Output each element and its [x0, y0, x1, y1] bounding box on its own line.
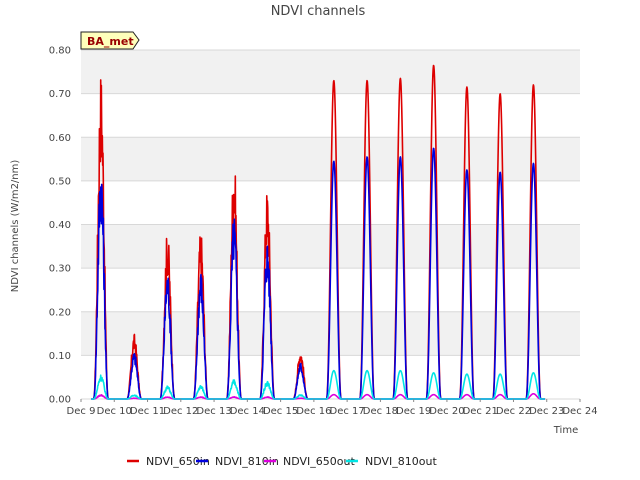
- series-line-ndvi_810out: [90, 369, 546, 400]
- legend-label: NDVI_650out: [283, 455, 355, 468]
- y-tick-label: 0.30: [49, 264, 71, 275]
- y-tick-label: 0.00: [49, 395, 71, 406]
- y-tick-label: 0.70: [49, 89, 71, 100]
- legend-label: NDVI_650in: [146, 455, 210, 468]
- legend-item: NDVI_810out: [346, 455, 437, 468]
- y-tick-label: 0.80: [49, 46, 71, 57]
- legend-item: NDVI_650out: [264, 455, 355, 468]
- x-tick-label: Dec 22: [496, 406, 531, 417]
- legend-label: NDVI_810in: [215, 455, 279, 468]
- x-tick-label: Dec 16: [296, 406, 331, 417]
- x-tick-label: Dec 15: [263, 406, 298, 417]
- x-tick-label: Dec 24: [562, 406, 597, 417]
- legend-item: NDVI_650in: [127, 455, 210, 468]
- legend-label: NDVI_810out: [365, 455, 437, 468]
- axes: 0.00 0.10 0.20 0.30 0.40 0.50 0.60 0.70 0.80 Dec …: [49, 46, 598, 418]
- x-tick-label: Dec 20: [429, 406, 464, 417]
- x-tick-label: Dec 10: [97, 406, 132, 417]
- legend-item: NDVI_810in: [196, 455, 279, 468]
- y-tick-label: 0.60: [49, 133, 71, 144]
- annotation-box: BA_met: [80, 31, 140, 50]
- x-tick-label: Dec 14: [230, 406, 265, 417]
- y-tick-label: 0.20: [49, 307, 71, 318]
- y-axis-label: NDVI channels (W/m2/nm): [10, 160, 21, 293]
- legend: NDVI_650in NDVI_810in NDVI_650out NDVI_810o…: [127, 455, 437, 468]
- annotation-text: BA_met: [87, 35, 134, 48]
- x-tick-label: Dec 11: [130, 406, 165, 417]
- x-tick-label: Dec 13: [196, 406, 231, 417]
- y-tick-label: 0.10: [49, 351, 71, 362]
- series-lines: [90, 64, 546, 400]
- x-tick-label: Dec 19: [396, 406, 431, 417]
- y-tick-label: 0.50: [49, 176, 71, 187]
- x-tick-label: Dec 18: [363, 406, 398, 417]
- x-tick-label: Dec 23: [529, 406, 564, 417]
- x-tick-label: Dec 12: [163, 406, 198, 417]
- plot-band: [81, 50, 580, 94]
- x-axis-label: Time: [553, 425, 578, 436]
- chart-title: NDVI channels: [271, 4, 366, 19]
- x-tick-label: Dec 9: [67, 406, 96, 417]
- x-tick-label: Dec 17: [330, 406, 365, 417]
- x-tick-label: Dec 21: [463, 406, 498, 417]
- y-tick-label: 0.40: [49, 220, 71, 231]
